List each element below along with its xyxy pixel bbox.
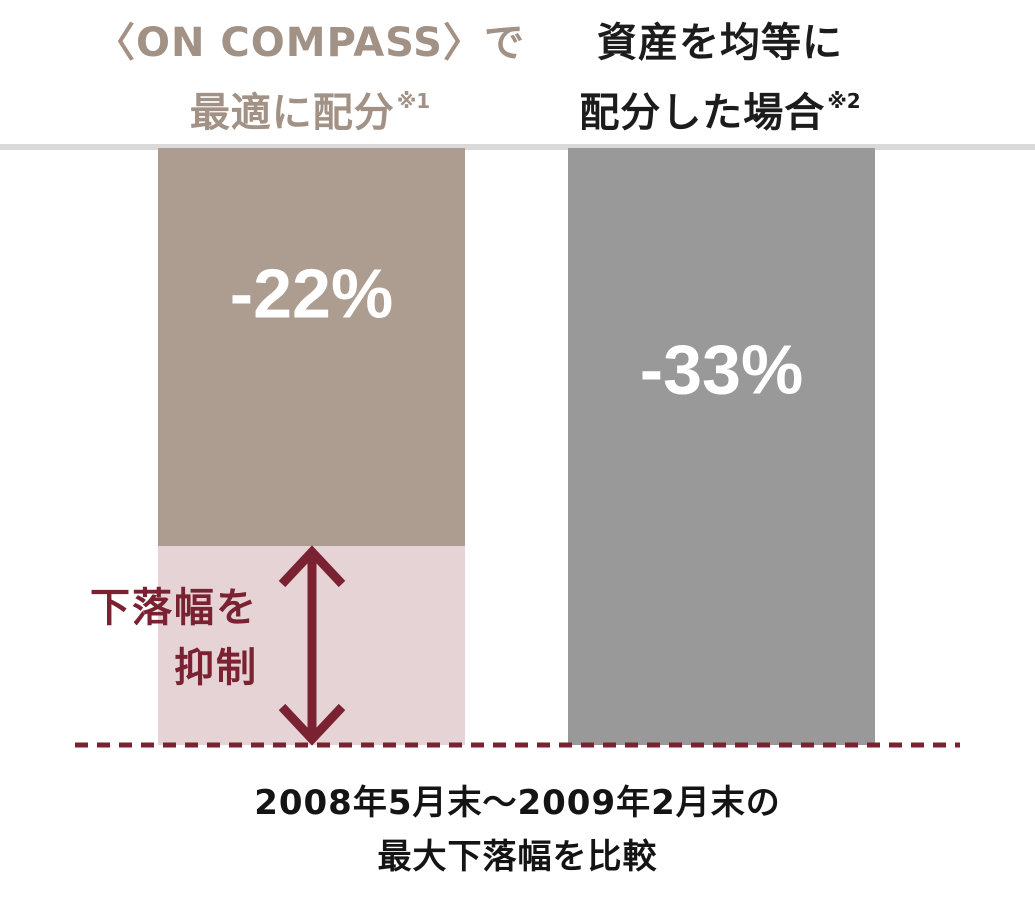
bar-2-value-label: -33% bbox=[640, 330, 803, 408]
header-left: 〈ON COMPASS〉で 最適に配分 ※1 bbox=[80, 14, 540, 142]
header-left-note: ※1 bbox=[396, 89, 431, 113]
header-right: 資産を均等に 配分した場合 ※2 bbox=[520, 14, 920, 142]
annotation-line1: 下落幅を bbox=[90, 585, 258, 631]
header-left-line2-text: 最適に配分 bbox=[189, 90, 395, 136]
annotation-line2: 抑制 bbox=[174, 645, 258, 691]
footer-line1: 2008年5月末～2009年2月末の bbox=[254, 783, 781, 823]
bar-1 bbox=[158, 148, 465, 546]
suppression-annotation: 下落幅を 抑制 bbox=[18, 578, 258, 698]
header-right-line1: 資産を均等に bbox=[597, 20, 843, 66]
header-right-line2: 配分した場合 ※2 bbox=[520, 72, 920, 142]
header-right-note: ※2 bbox=[827, 89, 861, 113]
double-arrow-vertical-icon bbox=[278, 545, 346, 746]
header-left-line2: 最適に配分 ※1 bbox=[80, 72, 540, 142]
footer-caption: 2008年5月末～2009年2月末の 最大下落幅を比較 bbox=[0, 776, 1035, 884]
header-right-line2-text: 配分した場合 bbox=[579, 90, 826, 136]
bar-1-value-label: -22% bbox=[230, 255, 393, 333]
header-left-line1: 〈ON COMPASS〉で bbox=[95, 20, 525, 66]
bar-2 bbox=[568, 148, 875, 745]
footer-line2: 最大下落幅を比較 bbox=[377, 837, 658, 877]
